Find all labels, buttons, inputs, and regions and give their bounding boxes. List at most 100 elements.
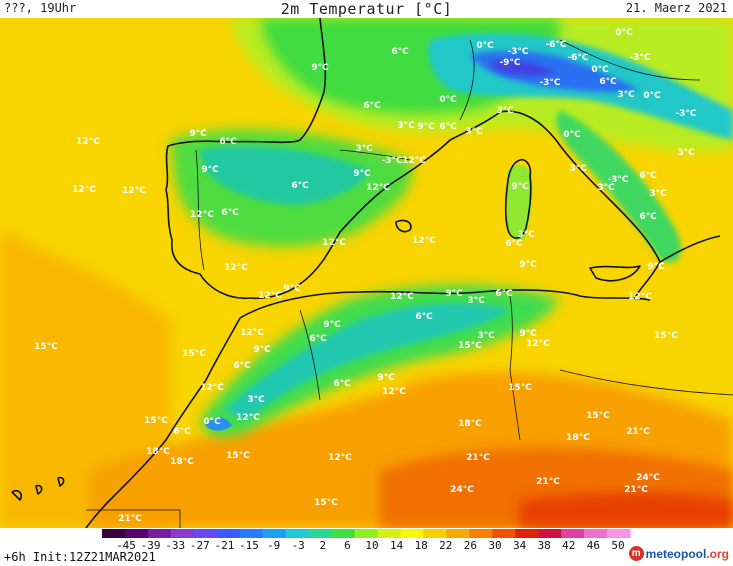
legend-tick: 34 [513,539,527,550]
algeria-tunisia-border [509,295,521,441]
temp-label: -9°C [499,58,520,68]
temp-label: 9°C [201,165,219,175]
temp-label: 6°C [495,289,513,299]
temp-label: 12°C [224,263,248,273]
temp-label: -3°C [507,47,528,57]
sahara-hottest-zone [520,492,733,528]
temp-label: 15°C [34,342,58,352]
legend-swatch [124,529,149,538]
map-footer: -45 -39 -33 -27 -21 -15 -9 -3 2 6 10 14 18 22 26 30 34 38… [0,528,733,566]
temp-label: 6°C [639,171,657,181]
legend-swatch [216,529,241,538]
temp-label: 6°C [439,122,457,132]
temp-label: 18°C [146,447,170,457]
temp-label: 3°C [649,189,667,199]
legend-tick: -45 [116,539,136,550]
temp-label: 0°C [476,41,494,51]
temp-label: 6°C [173,427,191,437]
temperature-labels: 0°C -3°C -6°C 0°C -9°C -6°C -3°C 0°C 6°C 9°C -3°C 6… [34,28,697,524]
legend-tick: 38 [538,539,551,550]
legend-swatch [423,529,447,538]
temp-label: 18°C [170,457,194,467]
temp-label: 3°C [569,164,587,174]
map-title: 2m Temperatur [°C] [280,0,453,18]
temp-label: 9°C [647,262,665,272]
temp-label: 12°C [200,383,224,393]
legend-tick: 46 [587,539,600,550]
legend-tick: 2 [319,539,326,550]
legend-tick: 26 [464,539,477,550]
temp-label: 12°C [240,328,264,338]
western-sahara-border [86,509,181,528]
legend-tick: -27 [190,539,210,550]
temp-label: 12°C [322,238,346,248]
color-legend: -45 -39 -33 -27 -21 -15 -9 -3 2 6 10 14 18 22 26 30 34 38… [102,529,631,550]
morocco-coastline [85,317,241,528]
temp-label: 12°C [258,291,282,301]
temp-label: 9°C [311,63,329,73]
legend-tick: 50 [611,539,624,550]
temp-label: 6°C [309,334,327,344]
legend-swatch [193,529,218,538]
legend-tick: -39 [141,539,161,550]
portugal-border [195,149,205,271]
north-africa-coastline [239,289,651,319]
libya-border [559,369,733,396]
legend-swatch [584,529,608,538]
temp-label: 21°C [624,485,648,495]
temp-label: 6°C [505,239,523,249]
temp-label: 0°C [439,95,457,105]
map-canvas: 0°C -3°C -6°C 0°C -9°C -6°C -3°C 0°C 6°C 9°C -3°C 6… [0,18,733,528]
temp-label: 21°C [118,514,142,524]
temp-label: 3°C [517,230,535,240]
temp-label: 6°C [363,101,381,111]
temp-label: 6°C [291,181,309,191]
temp-label: -6°C [545,40,566,50]
legend-swatch [170,529,195,538]
temp-label: 9°C [353,169,371,179]
temp-label: 3°C [677,148,695,158]
legend-tick: -9 [267,539,280,550]
legend-swatch [469,529,493,538]
temp-label: -3°C [607,175,628,185]
france-italy-border [459,39,475,121]
legend-colorbar [102,529,631,538]
temp-label: 3°C [397,121,415,131]
temp-label: 21°C [466,453,490,463]
temp-label: 15°C [144,416,168,426]
legend-tick: -15 [239,539,259,550]
temp-label: 6°C [639,212,657,222]
legend-tick: 14 [390,539,404,550]
temp-label: 0°C [615,28,633,38]
temp-label: 6°C [333,379,351,389]
legend-tick: 42 [562,539,575,550]
mallorca-outline [395,219,412,233]
temp-label: -6°C [567,53,588,63]
temp-label: 0°C [643,91,661,101]
temp-label: 15°C [458,341,482,351]
temp-label: 24°C [636,473,660,483]
atlas-peak-cold [205,417,232,431]
map-date: 21. Maerz 2021 [625,1,727,15]
temp-label: 9°C [323,320,341,330]
temp-label: 12°C [328,453,352,463]
valid-time-label: ???, 19Uhr [4,1,77,15]
canary-islands-outline [11,476,65,501]
legend-swatch [400,529,424,538]
brand-logo[interactable]: m meteopool .org [628,546,729,561]
legend-swatch [538,529,562,538]
legend-swatch [262,529,287,538]
legend-tick: 6 [344,539,351,550]
temp-label: 21°C [536,477,560,487]
italy-cool-zone [556,110,681,263]
temp-label: 9°C [511,182,529,192]
legend-swatch [607,529,631,538]
brand-suffix: .org [706,546,729,561]
temp-label: 6°C [415,312,433,322]
legend-swatch [285,529,310,538]
temp-label: -3°C [539,78,560,88]
iberia-meseta-zone [200,146,370,205]
morocco-algeria-border [299,309,321,401]
atlantic-warm-zone [0,230,170,528]
meteopool-logo-icon: m [628,546,644,561]
